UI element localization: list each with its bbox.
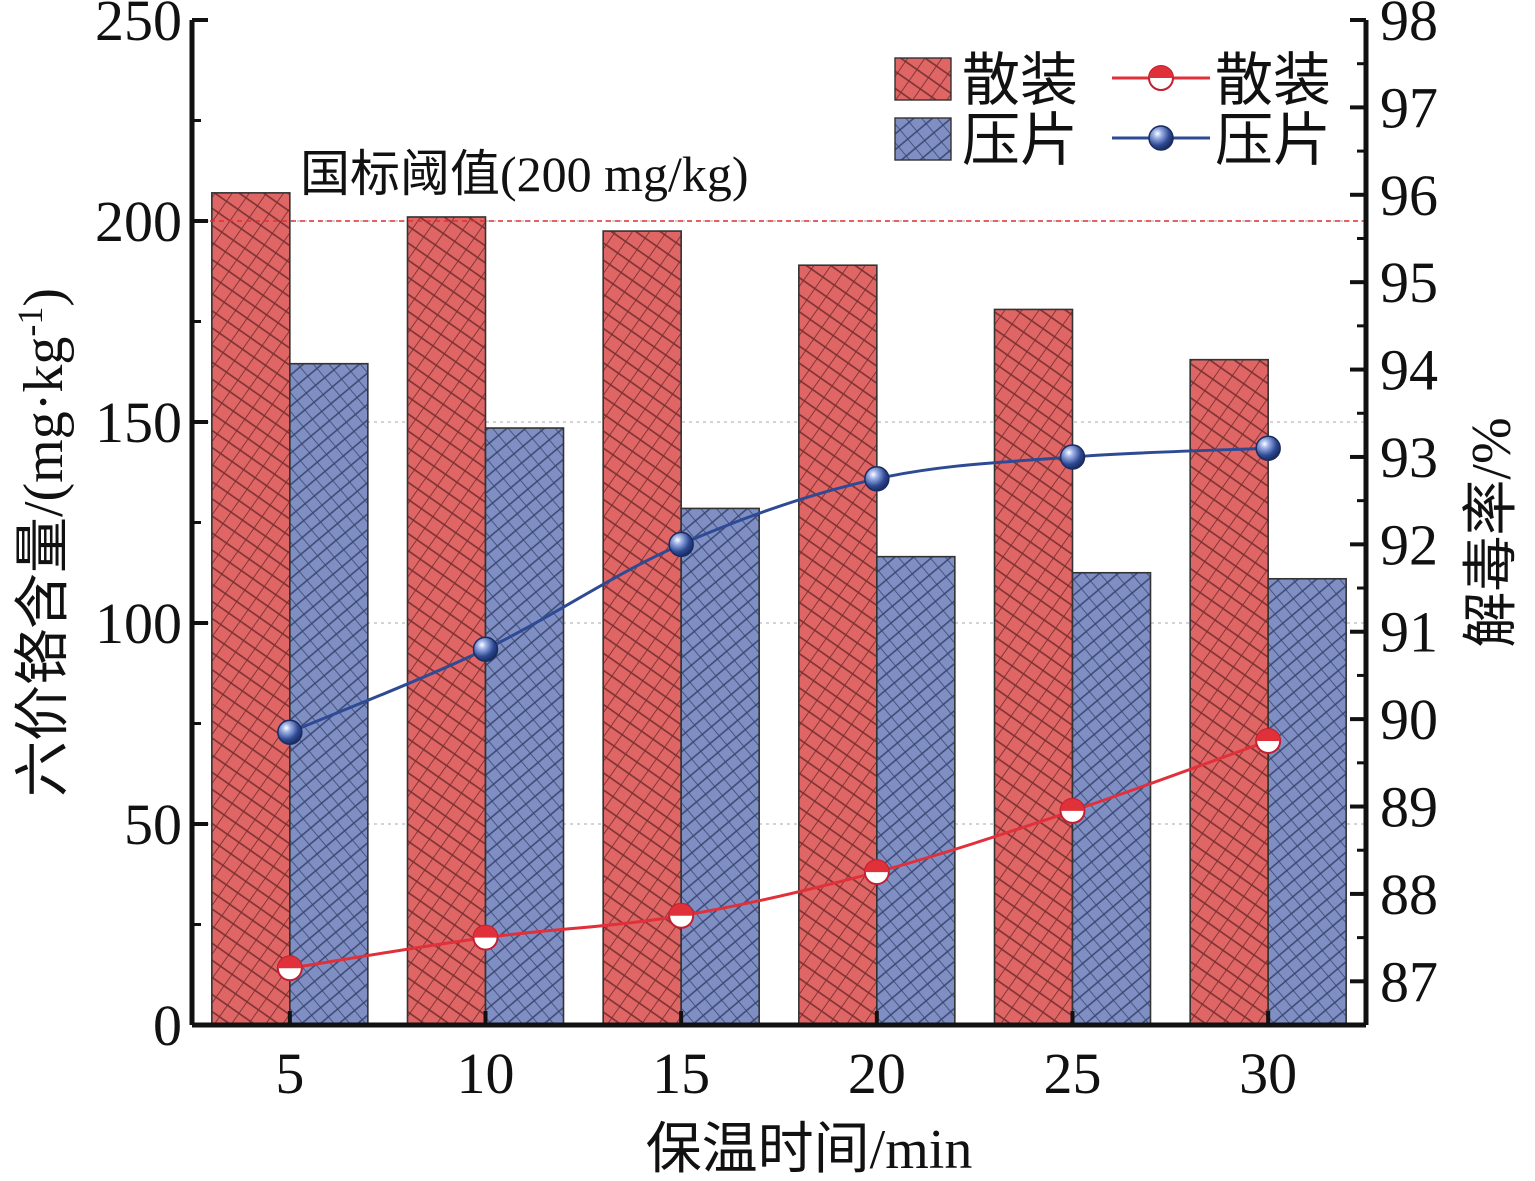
y-axis-left-title-close: ) — [13, 288, 75, 307]
line-series — [276, 435, 1282, 982]
y-left-tick-label: 250 — [95, 0, 182, 53]
ticks: 0 50 100 150 200 250 87 88 89 90 91 92 93 94 95 96 97 98 5… — [95, 0, 1438, 1106]
bars — [211, 192, 1347, 1026]
y-right-tick-label: 92 — [1380, 512, 1438, 577]
x-tick-label: 10 — [457, 1041, 515, 1106]
bar-bulk — [602, 230, 682, 1026]
y-axis-right-title: 解毒率/% — [1461, 417, 1523, 647]
point-tablet — [1255, 435, 1281, 461]
y-right-tick-label: 88 — [1380, 862, 1438, 927]
y-right-tick-label: 89 — [1380, 775, 1438, 840]
bar-tablet — [1267, 577, 1347, 1026]
y-right-tick-label: 87 — [1380, 949, 1438, 1014]
bar-tablet — [680, 507, 760, 1026]
legend-marker — [1148, 125, 1174, 151]
x-tick-label: 5 — [275, 1041, 304, 1106]
bar-tablet — [484, 427, 565, 1026]
y-left-tick-label: 100 — [95, 591, 182, 656]
point-bulk — [472, 924, 499, 951]
legend-marker — [1148, 65, 1174, 91]
y-right-tick-label: 90 — [1380, 687, 1438, 752]
y-axis-left-title: 六价铬含量/(mg·kg-1) — [10, 288, 75, 797]
legend-swatch-bar — [894, 57, 952, 101]
legend-label-line: 压片 — [1215, 108, 1331, 173]
axis-titles: 保温时间/min 六价铬含量/(mg·kg-1) 解毒率/% — [10, 288, 1523, 1181]
legend-swatch-bar — [894, 117, 952, 161]
legend-label-bar: 散装 — [962, 48, 1078, 113]
y-right-tick-label: 94 — [1380, 338, 1438, 403]
x-tick-label: 15 — [652, 1041, 710, 1106]
threshold-label: 国标阈值(200 mg/kg) — [300, 146, 749, 202]
point-bulk — [276, 955, 303, 982]
line-bulk — [289, 739, 1269, 970]
bar-tablet — [289, 362, 369, 1026]
line-tablet — [289, 446, 1269, 734]
y-left-tick-label: 0 — [153, 993, 182, 1058]
x-axis-title: 保温时间/min — [646, 1119, 973, 1181]
y-right-tick-label: 95 — [1380, 250, 1438, 315]
y-axis-left-title-main: 六价铬含量/(mg·kg — [13, 337, 75, 797]
point-tablet — [277, 719, 303, 745]
legend-label-line: 散装 — [1215, 48, 1331, 113]
y-right-tick-label: 96 — [1380, 163, 1438, 228]
bar-bulk — [406, 216, 487, 1026]
point-bulk — [668, 902, 695, 929]
y-left-tick-label: 150 — [95, 390, 182, 455]
point-tablet — [668, 531, 694, 558]
point-tablet — [1059, 444, 1086, 470]
y-left-tick-label: 50 — [124, 792, 182, 857]
point-bulk — [863, 859, 890, 886]
y-right-tick-label: 98 — [1380, 0, 1438, 53]
y-axis-left-title-sup: -1 — [10, 307, 50, 337]
y-right-tick-label: 91 — [1380, 600, 1438, 665]
legend-label-bar: 压片 — [962, 108, 1078, 173]
bar-bulk — [211, 192, 291, 1026]
point-tablet — [864, 466, 890, 492]
point-bulk — [1255, 727, 1282, 754]
x-tick-label: 25 — [1044, 1041, 1102, 1106]
y-right-tick-label: 93 — [1380, 425, 1438, 490]
bar-bulk — [993, 308, 1074, 1026]
y-left-tick-label: 200 — [95, 189, 182, 254]
bar-bulk — [798, 264, 878, 1026]
point-tablet — [472, 636, 499, 662]
x-tick-label: 20 — [848, 1041, 906, 1106]
x-tick-label: 30 — [1239, 1041, 1297, 1106]
y-right-tick-label: 97 — [1380, 75, 1438, 140]
point-bulk — [1059, 797, 1086, 824]
threshold-line: 国标阈值(200 mg/kg) — [192, 146, 1366, 222]
bar-bulk — [1189, 358, 1269, 1026]
bar-tablet — [876, 555, 956, 1026]
